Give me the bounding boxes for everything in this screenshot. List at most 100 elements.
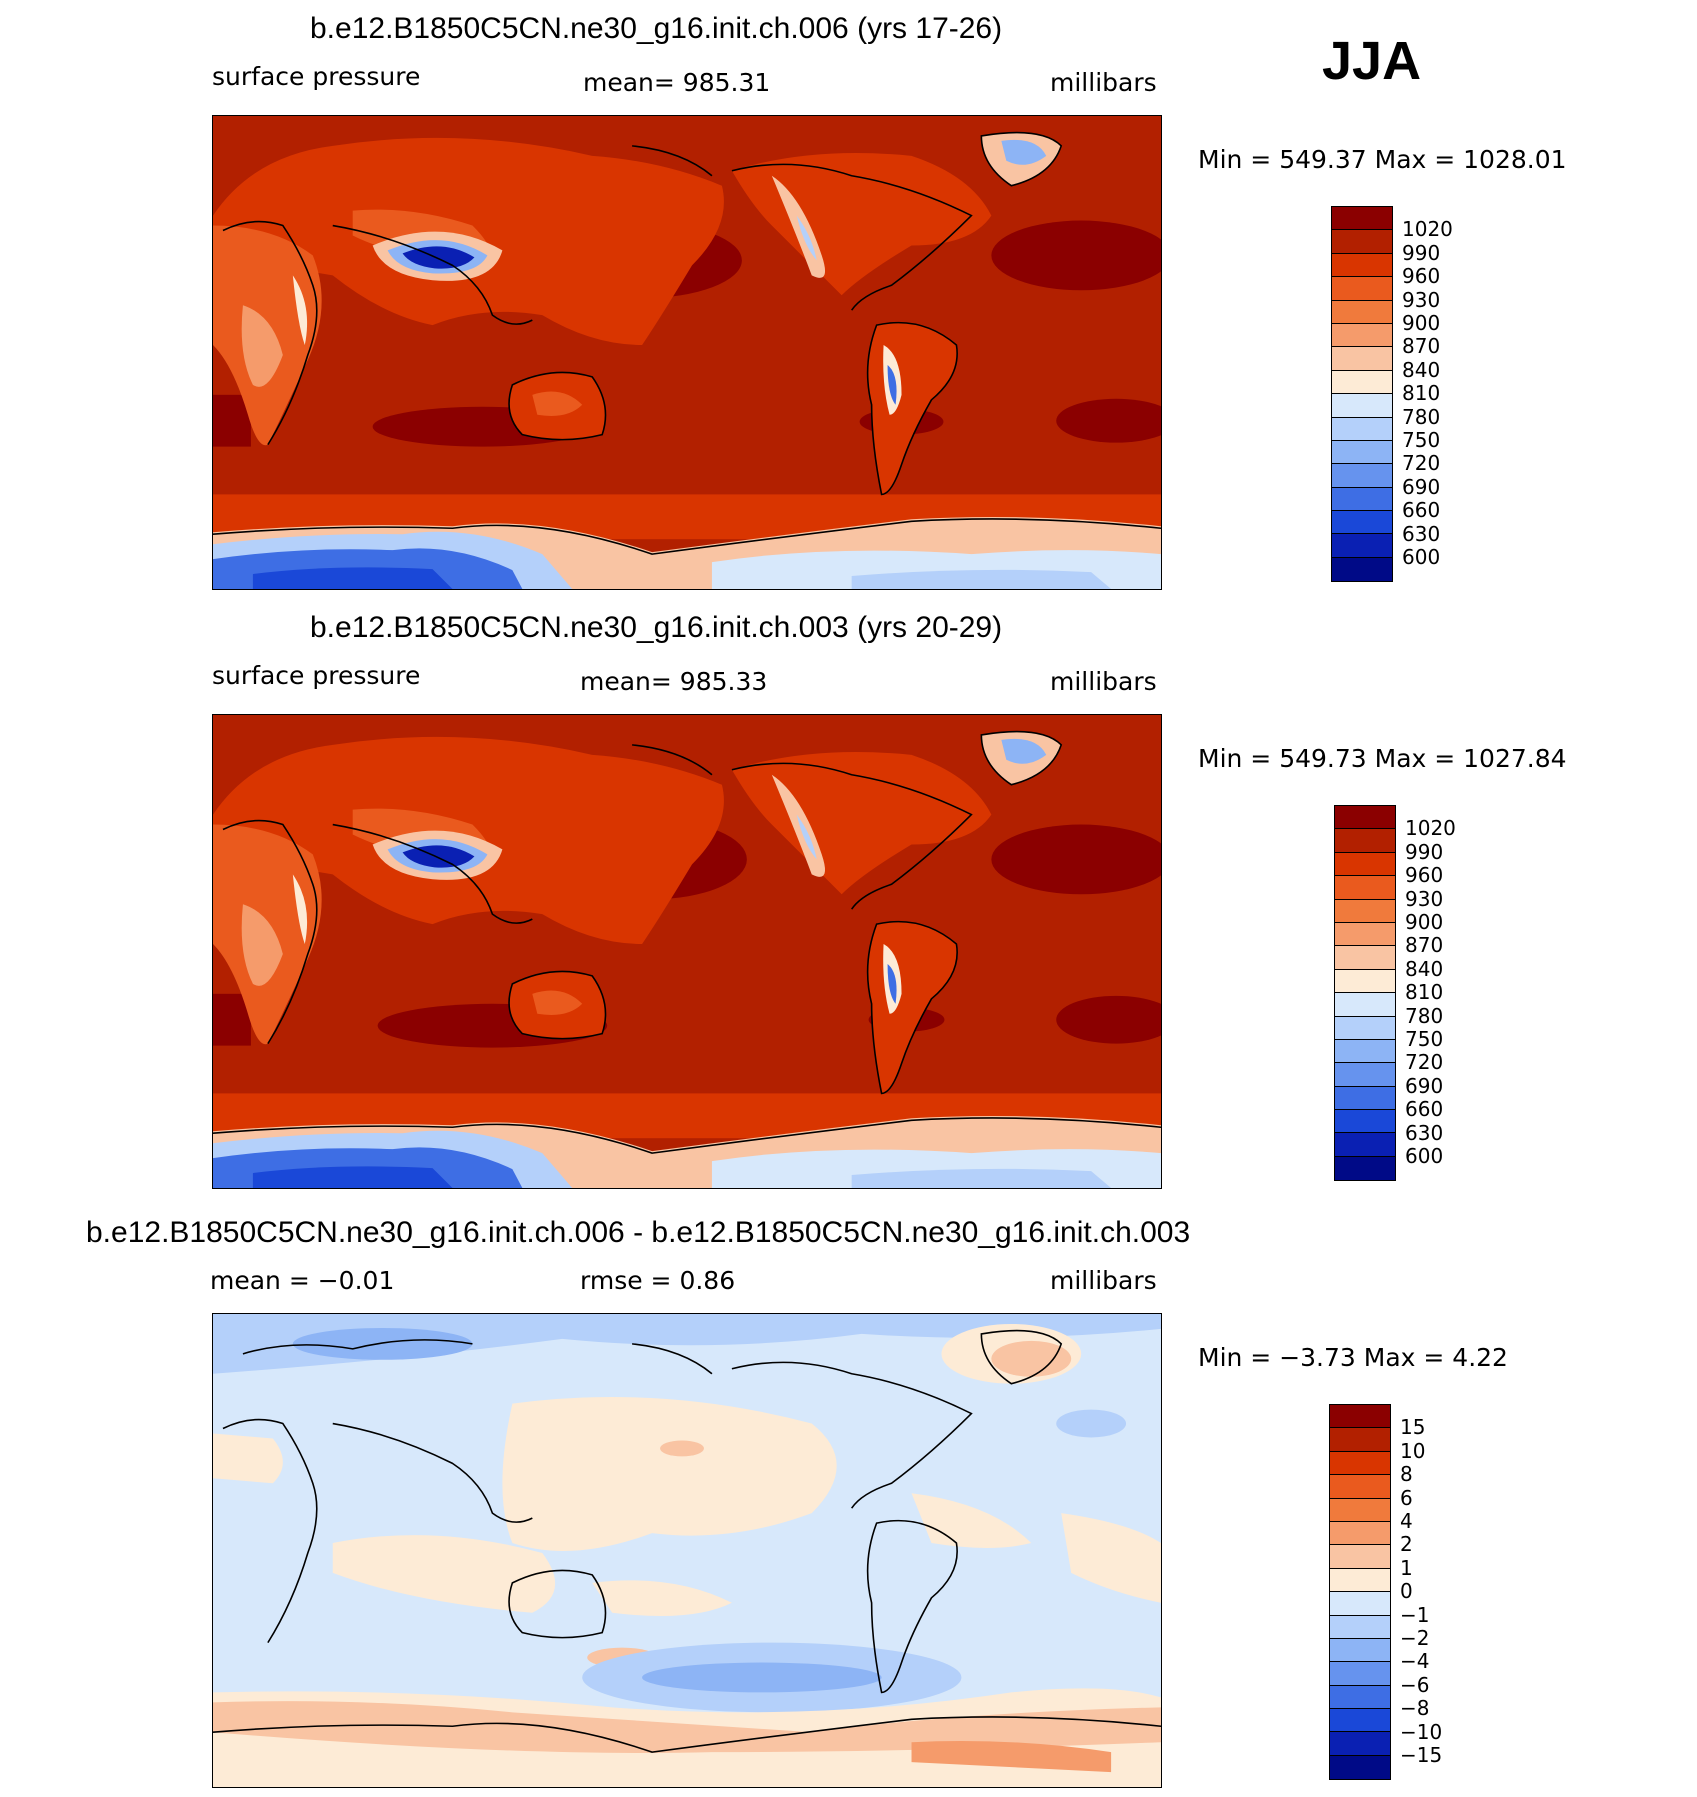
colorbar-swatch (1330, 1755, 1390, 1780)
colorbar-swatch (1330, 1662, 1390, 1686)
panel-3-colorbar (1329, 1404, 1391, 1781)
colorbar-tick-label: −15 (1400, 1743, 1443, 1767)
panel-1-colorbar (1331, 206, 1393, 583)
panel-1-minmax: Min = 549.37 Max = 1028.01 (1198, 145, 1567, 174)
colorbar-swatch (1335, 1039, 1395, 1064)
colorbar-swatch (1335, 993, 1395, 1017)
colorbar-swatch (1332, 394, 1392, 418)
colorbar-tick-label: 6 (1400, 1485, 1413, 1510)
panel-2-minmax: Min = 549.73 Max = 1027.84 (1198, 744, 1567, 773)
colorbar-swatch (1335, 946, 1395, 970)
colorbar-swatch (1330, 1709, 1390, 1733)
panel-3-minmax: Min = −3.73 Max = 4.22 (1198, 1343, 1508, 1372)
colorbar-swatch (1335, 899, 1395, 923)
colorbar-swatch (1335, 806, 1395, 830)
colorbar-tick-label: 930 (1405, 886, 1444, 911)
colorbar-tick-label: 870 (1405, 933, 1444, 958)
colorbar-swatch (1332, 207, 1392, 231)
colorbar-tick-label: −4 (1400, 1649, 1430, 1674)
colorbar-tick-label: 750 (1405, 1027, 1444, 1051)
colorbar-swatch (1335, 829, 1395, 853)
colorbar-swatch (1332, 370, 1392, 395)
colorbar-swatch (1335, 876, 1395, 900)
colorbar-swatch (1335, 1156, 1395, 1181)
colorbar-swatch (1330, 1451, 1390, 1476)
colorbar-tick-label: 690 (1402, 474, 1441, 499)
colorbar-swatch (1332, 440, 1392, 465)
panel-2-mean: mean= 985.33 (580, 667, 768, 696)
colorbar-tick-label: 810 (1402, 381, 1441, 406)
panel-2-colorbar (1334, 805, 1396, 1182)
panel-2-map (212, 714, 1162, 1189)
panel-2-title: b.e12.B1850C5CN.ne30_g16.init.ch.003 (yr… (310, 611, 1003, 644)
colorbar-tick-label: 660 (1405, 1097, 1444, 1122)
surface-pressure-field-1 (213, 116, 1161, 589)
colorbar-swatch (1332, 277, 1392, 301)
colorbar-swatch (1332, 323, 1392, 348)
colorbar-swatch (1330, 1405, 1390, 1429)
colorbar-swatch (1332, 300, 1392, 324)
colorbar-swatch (1335, 1063, 1395, 1087)
colorbar-tick-label: 720 (1402, 451, 1441, 476)
colorbar-swatch (1330, 1568, 1390, 1593)
colorbar-tick-label: 2 (1400, 1532, 1413, 1557)
colorbar-tick-label: 1020 (1405, 816, 1456, 841)
colorbar-tick-label: 1 (1400, 1555, 1413, 1580)
panel-1-units: millibars (1050, 68, 1157, 97)
colorbar-swatch (1335, 852, 1395, 877)
colorbar-tick-label: 780 (1405, 1003, 1444, 1028)
colorbar-tick-label: 10 (1400, 1438, 1426, 1463)
colorbar-swatch (1330, 1732, 1390, 1756)
colorbar-tick-label: 930 (1402, 287, 1441, 312)
colorbar-tick-label: 0 (1400, 1579, 1413, 1604)
panel-3-units: millibars (1050, 1266, 1157, 1295)
colorbar-tick-label: 960 (1402, 264, 1441, 289)
colorbar-tick-label: −8 (1400, 1696, 1430, 1721)
colorbar-tick-label: −2 (1400, 1626, 1430, 1650)
panel-1-variable: surface pressure (212, 62, 421, 91)
colorbar-swatch (1330, 1521, 1390, 1546)
colorbar-swatch (1332, 417, 1392, 441)
colorbar-tick-label: 8 (1400, 1462, 1413, 1487)
colorbar-tick-label: 900 (1405, 910, 1444, 934)
colorbar-swatch (1332, 347, 1392, 371)
colorbar-tick-label: 750 (1402, 428, 1441, 452)
panel-3-map (212, 1313, 1162, 1788)
colorbar-tick-label: 720 (1405, 1050, 1444, 1075)
colorbar-swatch (1330, 1545, 1390, 1569)
colorbar-tick-label: 4 (1400, 1509, 1413, 1533)
season-label: JJA (1322, 31, 1422, 91)
colorbar-tick-label: −10 (1400, 1719, 1443, 1744)
colorbar-swatch (1332, 464, 1392, 488)
colorbar-swatch (1335, 969, 1395, 994)
colorbar-tick-label: −1 (1400, 1602, 1430, 1627)
colorbar-tick-label: 1020 (1402, 217, 1453, 242)
panel-1-map (212, 115, 1162, 590)
colorbar-swatch (1332, 487, 1392, 512)
colorbar-tick-label: 630 (1402, 521, 1441, 546)
colorbar-tick-label: 600 (1402, 545, 1441, 569)
panel-3-title: b.e12.B1850C5CN.ne30_g16.init.ch.006 - b… (86, 1216, 1191, 1249)
colorbar-tick-label: 780 (1402, 404, 1441, 429)
colorbar-swatch (1332, 511, 1392, 535)
panel-2-variable: surface pressure (212, 661, 421, 690)
colorbar-swatch (1335, 1110, 1395, 1134)
panel-3-rmse: rmse = 0.86 (580, 1266, 736, 1295)
colorbar-swatch (1330, 1685, 1390, 1710)
colorbar-swatch (1335, 1133, 1395, 1157)
colorbar-swatch (1332, 557, 1392, 582)
colorbar-tick-label: 990 (1405, 839, 1444, 864)
colorbar-tick-label: 810 (1405, 980, 1444, 1005)
colorbar-tick-label: 15 (1400, 1415, 1426, 1440)
colorbar-tick-label: 690 (1405, 1073, 1444, 1098)
colorbar-swatch (1335, 1016, 1395, 1040)
colorbar-tick-label: 840 (1405, 956, 1444, 981)
colorbar-swatch (1332, 253, 1392, 278)
colorbar-tick-label: −6 (1400, 1672, 1430, 1697)
surface-pressure-field-2 (213, 715, 1161, 1188)
colorbar-swatch (1332, 534, 1392, 558)
colorbar-swatch (1332, 230, 1392, 254)
colorbar-swatch (1335, 1086, 1395, 1111)
panel-1-mean: mean= 985.31 (583, 68, 771, 97)
colorbar-swatch (1330, 1498, 1390, 1522)
